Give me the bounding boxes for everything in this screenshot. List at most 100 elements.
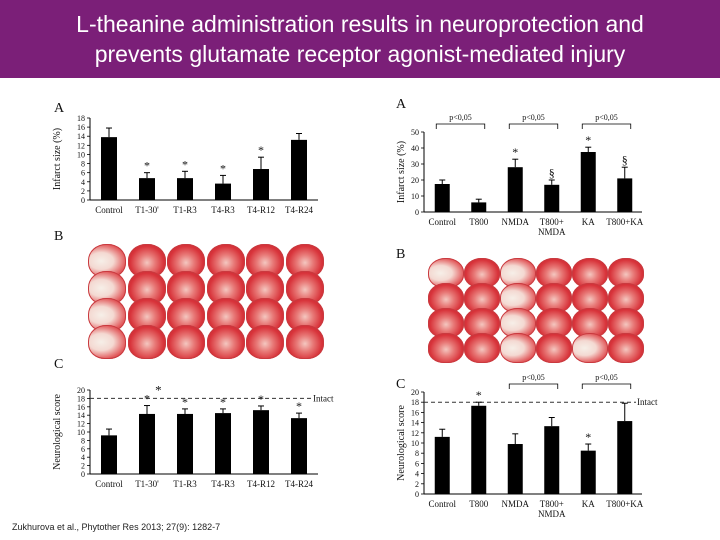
bar [580,152,596,212]
bar [177,178,193,200]
bar [580,450,596,494]
y-tick-label: 6 [81,169,85,178]
x-tick-label: Control [428,217,456,227]
brain-slice-image [500,333,536,363]
x-tick-label: T4-R12 [247,479,275,489]
x-tick-label: T1-R3 [173,479,197,489]
x-tick-label: Control [95,205,123,215]
y-tick-label: 14 [77,411,85,420]
bar [617,421,633,494]
x-tick-label: T800+KA [606,499,644,509]
y-tick-label: 18 [77,114,85,123]
brain-slice-image [428,333,464,363]
y-tick-label: 0 [81,196,85,205]
x-tick-label: T4-R24 [285,479,313,489]
y-tick-label: 2 [81,462,85,471]
bar [253,410,269,474]
y-tick-label: 4 [81,453,85,462]
bar-significance-marker: * [144,392,150,406]
y-tick-label: 0 [415,208,419,217]
y-tick-label: 18 [77,394,85,403]
slide-title-line-1: L-theanine administration results in neu… [76,11,644,37]
y-tick-label: 6 [415,459,419,468]
comparison-bracket [581,123,632,129]
bar-significance-marker: * [182,157,188,171]
x-tick-label: T4-R12 [247,205,275,215]
y-tick-label: 16 [77,123,85,132]
x-tick-label: KA [582,217,595,227]
x-tick-label: T800+KA [606,217,644,227]
bar [215,183,231,200]
brain-slice-image [464,333,500,363]
title-bar: L-theanine administration results in neu… [0,0,720,78]
x-tick-label: Control [428,499,456,509]
panel-label: A [54,101,65,116]
y-tick-label: 10 [411,439,419,448]
citation: Zukhurova et al., Phytother Res 2013; 27… [12,522,221,532]
y-tick-label: 16 [411,408,419,417]
x-tick-label: T1-R3 [173,205,197,215]
y-tick-label: 4 [415,470,419,479]
comparison-label: p<0,05 [595,373,618,382]
y-tick-label: 50 [411,128,419,137]
brain-slice-image [285,325,324,359]
brain-slice-image [127,325,166,359]
x-tick-label: T800+ NMDA [538,499,566,519]
brain-slice-image [167,325,205,359]
significance-marker: * [155,382,162,397]
y-tick-label: 0 [81,470,85,479]
slide-title-line-2: prevents glutamate receptor agonist-medi… [94,41,626,67]
bar-significance-marker: * [476,388,482,402]
x-tick-label: T800 [469,499,488,509]
y-tick-label: 20 [411,388,419,397]
panel-label-b-left: B [54,229,63,244]
bar-significance-marker: * [144,159,150,173]
x-tick-label: T800+ NMDA [538,217,566,237]
y-tick-label: 14 [411,419,419,428]
x-tick-label: Control [95,479,123,489]
bar [101,137,117,200]
panel-label: A [396,97,407,112]
x-tick-label: NMDA [501,499,529,509]
x-tick-label: T1-30' [135,479,159,489]
bar [434,436,450,494]
bar-significance-marker: * [585,133,591,147]
y-tick-label: 2 [415,480,419,489]
comparison-label: p<0,05 [449,113,472,122]
comparison-label: p<0,05 [522,373,545,382]
y-tick-label: 6 [81,445,85,454]
comparison-bracket [435,123,486,129]
y-tick-label: 0 [415,490,419,499]
bar [139,413,155,474]
y-tick-label: 10 [77,428,85,437]
y-tick-label: 18 [411,398,419,407]
bar [139,178,155,200]
bar-significance-marker: * [258,392,264,406]
y-axis-label: Neurological score [52,394,63,470]
bar-significance-marker: * [182,395,188,409]
bar [471,202,487,212]
panel-label-b-right: B [396,247,405,262]
y-tick-label: 16 [77,403,85,412]
brain-slice-image [608,333,644,363]
x-tick-label: T4-R24 [285,205,313,215]
bar-significance-marker: * [512,145,518,159]
y-axis-label: Infarct size (%) [52,128,63,190]
bar-significance-marker: * [220,395,226,409]
bar [617,178,633,212]
bar [544,426,560,494]
bar [215,413,231,474]
y-tick-label: 8 [415,449,419,458]
y-tick-label: 20 [77,386,85,395]
bar-significance-marker: § [549,166,555,180]
comparison-label: p<0,05 [522,113,545,122]
y-tick-label: 12 [77,141,85,150]
x-tick-label: T800 [469,217,488,227]
comparison-bracket [581,383,632,389]
bar-significance-marker: * [296,399,302,413]
y-tick-label: 4 [81,178,85,187]
comparison-bracket [508,123,559,129]
bar-significance-marker: § [622,153,628,167]
panel-label: C [54,357,63,372]
